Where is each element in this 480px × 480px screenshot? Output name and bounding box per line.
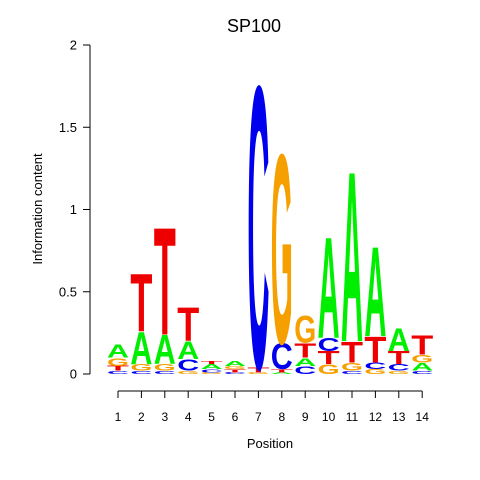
logo-letter-A: A [341, 121, 363, 393]
logo-letter-T: T [201, 360, 223, 365]
logo-letter-T: T [130, 256, 152, 349]
logo-letter-A: A [177, 337, 199, 365]
logo-letter-T: T [411, 329, 433, 360]
logo-letter-A: A [154, 327, 176, 374]
x-tick-label: 14 [416, 410, 430, 424]
logo-letter-T: T [107, 365, 129, 372]
x-tick-label: 11 [346, 410, 359, 424]
logo-letter-C: C [201, 368, 223, 373]
logo-letter-C: C [247, 1, 269, 454]
y-axis: 0 0.5 1 1.5 2 [59, 38, 91, 382]
x-tick-label: 6 [232, 410, 239, 424]
x-tick-label: 3 [161, 410, 168, 424]
logo-letter-G: G [388, 370, 410, 375]
logo-letter-T: T [154, 195, 176, 367]
x-tick-label: 12 [369, 410, 383, 424]
logo-letter-A: A [107, 341, 129, 361]
logo-letter-G: G [247, 372, 269, 375]
logo-letter-C: C [154, 370, 176, 375]
logo-letter-A: A [388, 322, 410, 358]
logo-letter-A: A [201, 363, 223, 371]
logo-letter-G: G [318, 362, 340, 377]
logo-letter-C: C [364, 361, 386, 371]
logo-letter-A: A [364, 219, 386, 363]
logo-letter-C: C [318, 335, 340, 355]
logo-letter-G: G [154, 363, 176, 373]
logo-letter-C: C [294, 364, 316, 377]
y-tick-label: 1.5 [59, 120, 77, 135]
y-tick-label: 1 [70, 202, 77, 217]
logo-letter-G: G [411, 352, 433, 365]
x-axis-label: Position [247, 436, 293, 451]
logo-letter-A: A [294, 355, 316, 368]
logo-letter-G: G [130, 363, 152, 373]
logo-letter-C: C [341, 370, 363, 375]
y-axis-label: Information content [30, 153, 45, 265]
logo-letter-C: C [271, 336, 293, 377]
y-tick-label: 2 [70, 38, 77, 53]
logo-letter-A: A [271, 372, 294, 375]
x-tick-label: 4 [185, 410, 192, 424]
x-tick-label: 13 [392, 410, 406, 424]
logo-letter-A: A [130, 324, 152, 375]
logo-letter-A: A [318, 208, 340, 370]
logo-letter-G: G [364, 368, 386, 376]
x-tick-label: 9 [302, 410, 309, 424]
logo-letter-G: G [224, 365, 246, 370]
x-tick-label: 2 [138, 410, 145, 424]
logo-letter-T: T [271, 368, 293, 373]
logo-letter-G: G [294, 308, 316, 352]
logo-letter-T: T [247, 367, 269, 374]
x-tick-label: 10 [322, 410, 336, 424]
y-tick-label: 0 [70, 367, 77, 382]
logo-letter-T: T [224, 368, 246, 373]
logo-letter-T: T [318, 348, 341, 369]
logo-letter-G: G [341, 360, 363, 373]
logo-letter-G: G [107, 355, 129, 368]
y-tick-label: 0.5 [59, 284, 77, 299]
logo-letter-G: G [201, 372, 223, 375]
logo-letter-C: C [177, 357, 199, 375]
x-tick-label: 7 [255, 410, 262, 424]
logo-letter-C: C [411, 370, 433, 375]
logo-letter-T: T [388, 348, 411, 369]
chart-title: SP100 [227, 16, 281, 36]
logo-letter-G: G [271, 98, 293, 400]
logo-letter-T: T [294, 339, 316, 362]
logo-letter-C: C [130, 370, 152, 375]
logo-letter-T: T [177, 298, 199, 352]
x-axis: 1 2 3 4 5 6 7 8 9 10 11 12 13 14 [115, 390, 430, 424]
logo-letter-T: T [341, 336, 363, 369]
logo-letter-C: C [388, 363, 410, 373]
x-tick-label: 1 [115, 410, 122, 424]
logo-letter-A: A [224, 360, 246, 368]
logo-letter-T: T [364, 329, 386, 370]
logo-letter-C: C [224, 372, 246, 375]
x-tick-label: 5 [208, 410, 215, 424]
logo-letter-A: A [411, 360, 433, 373]
logo-letter-G: G [177, 370, 199, 375]
x-tick-label: 8 [278, 410, 285, 424]
logo-letter-C: C [107, 370, 129, 375]
